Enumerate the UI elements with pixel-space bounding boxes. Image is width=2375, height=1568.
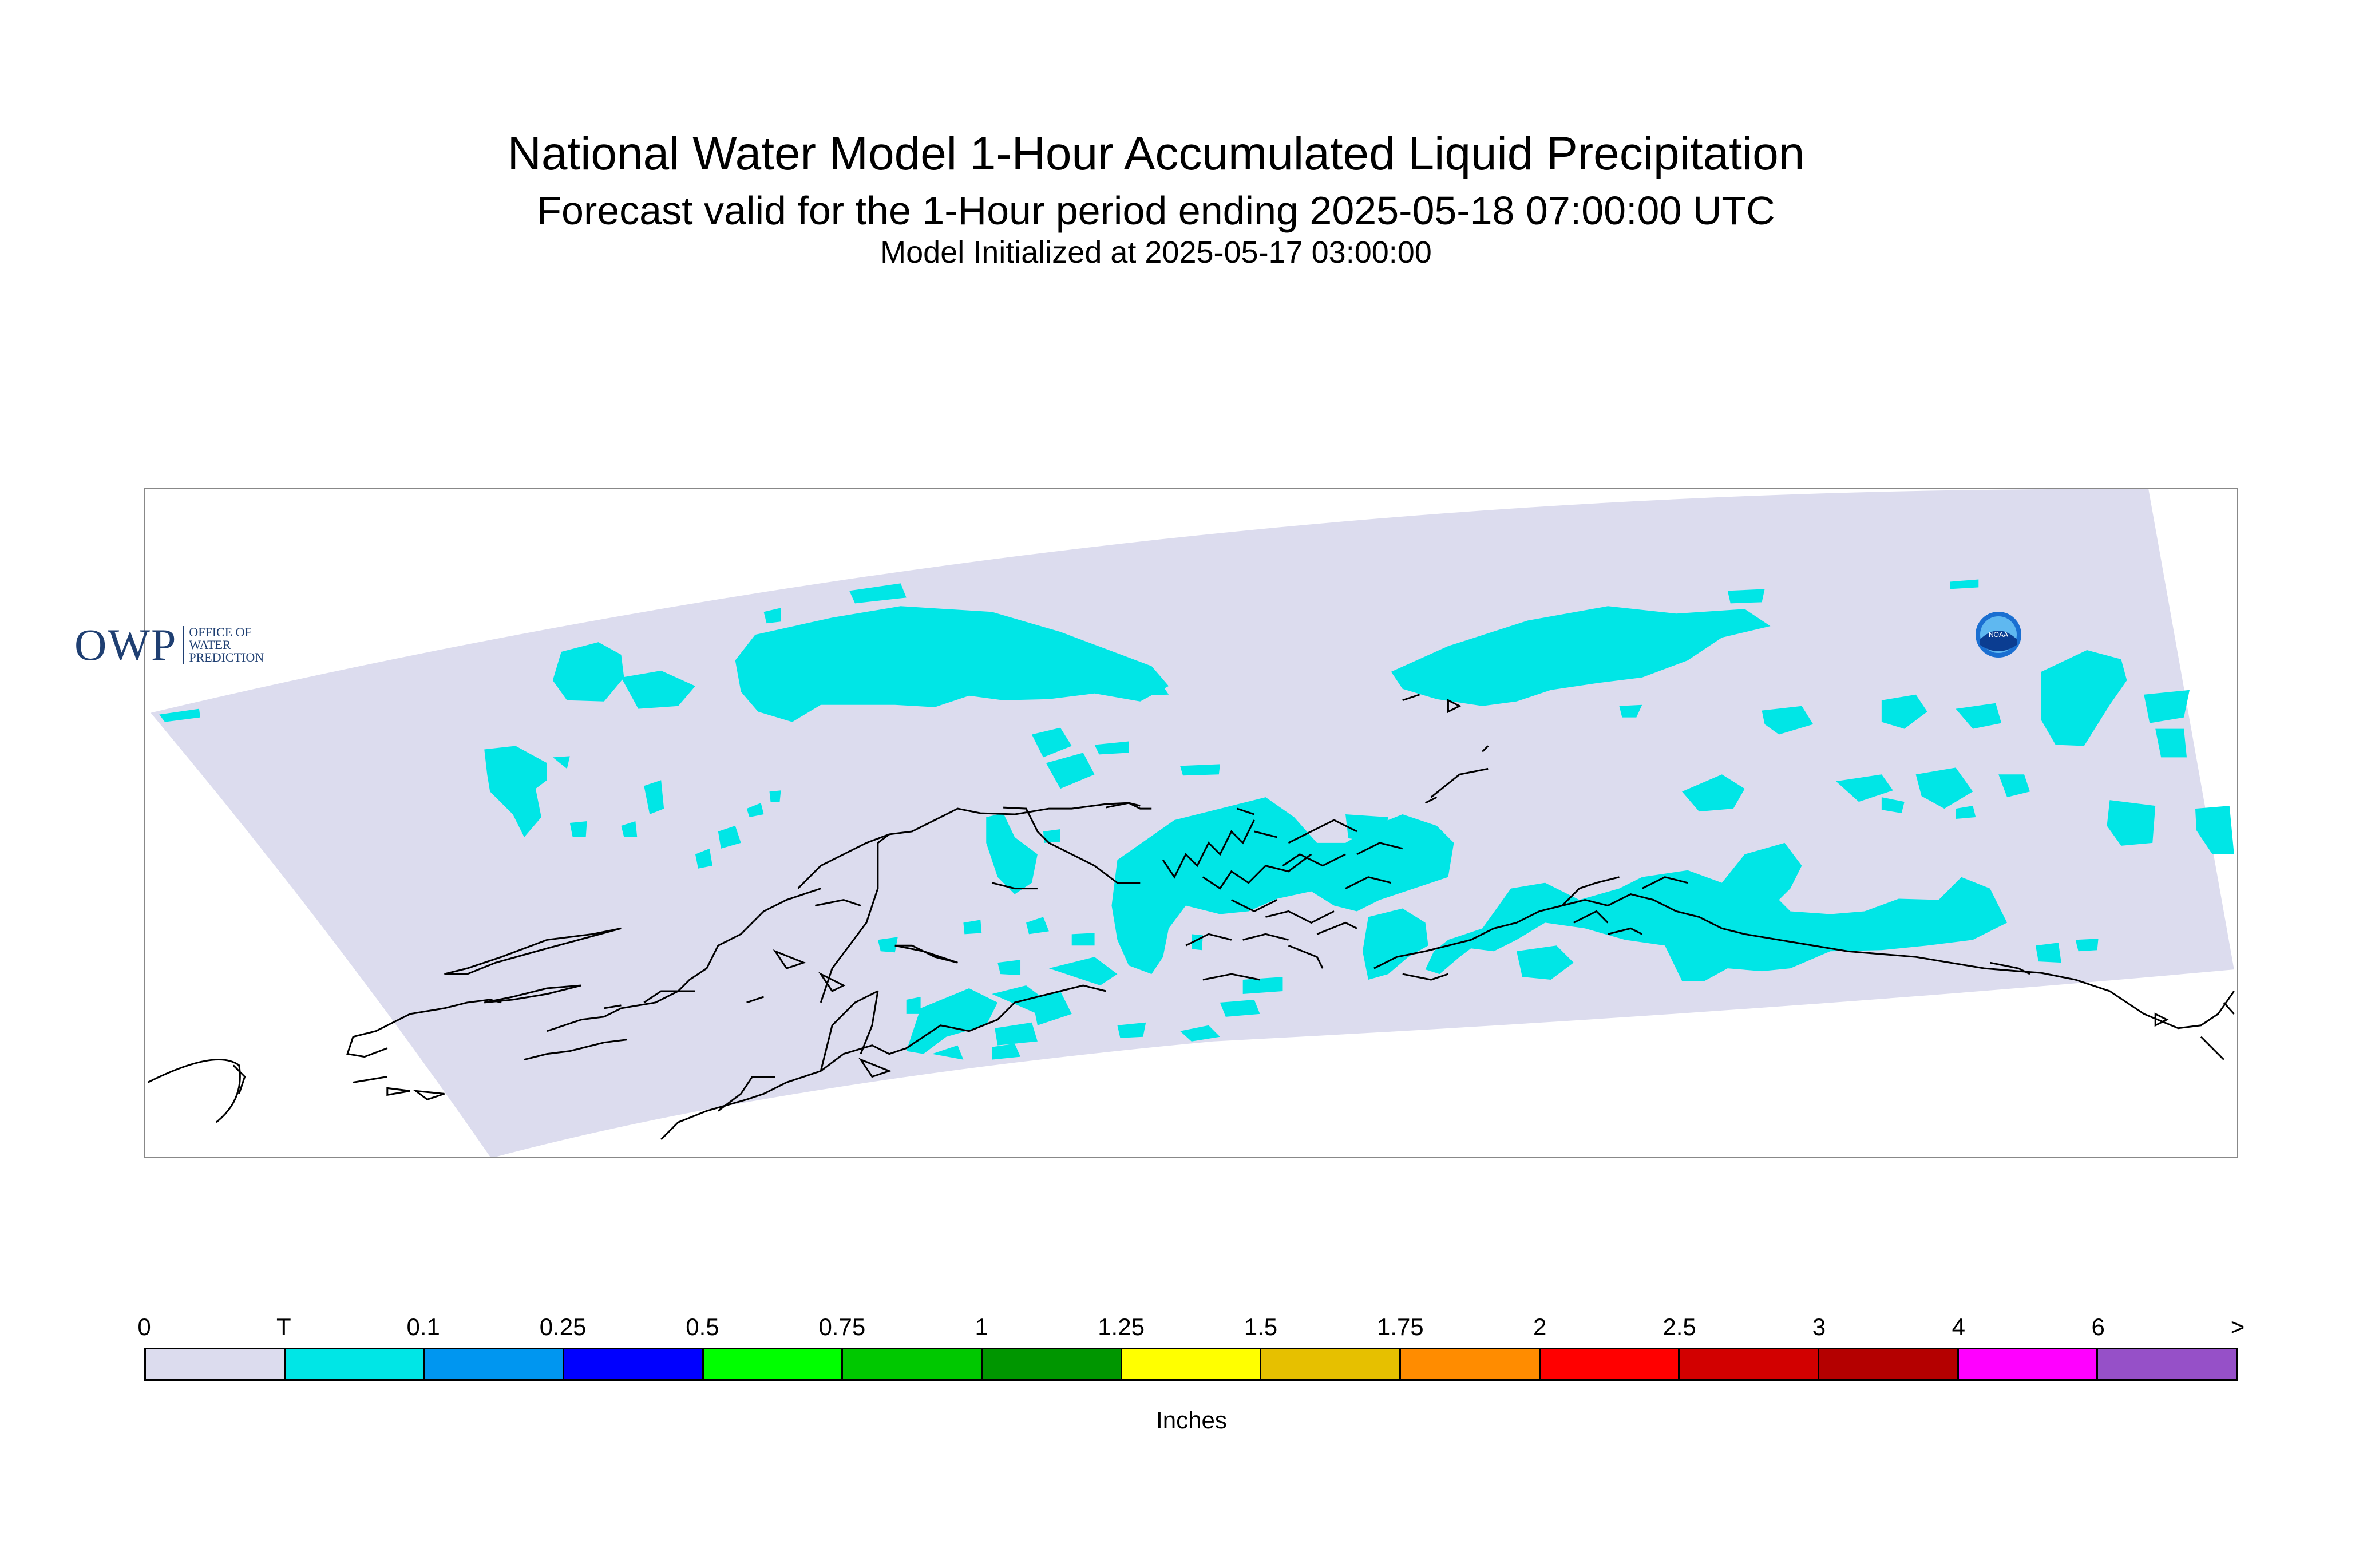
legend-label: > xyxy=(2230,1313,2245,1340)
legend-swatch xyxy=(564,1349,704,1379)
coastlines xyxy=(147,694,2235,1141)
legend-swatch xyxy=(1958,1349,2099,1379)
legend-units: Inches xyxy=(1156,1407,1227,1434)
owp-logo-line: OFFICE OF xyxy=(189,625,252,639)
legend-label: 3 xyxy=(1812,1313,1826,1340)
trace-precip-areas xyxy=(159,579,2234,1060)
legend-swatch xyxy=(1819,1349,1959,1379)
owp-logo-letters: OWP xyxy=(74,620,177,670)
legend-label: 1.5 xyxy=(1244,1313,1278,1340)
map-title: National Water Model 1-Hour Accumulated … xyxy=(507,128,1805,180)
legend-label: 1.75 xyxy=(1376,1313,1424,1340)
noaa-logo: NOAA xyxy=(1976,612,2021,658)
legend-label: 1 xyxy=(975,1313,988,1340)
legend-swatch xyxy=(146,1349,286,1379)
legend-label: 2 xyxy=(1533,1313,1547,1340)
model-init-line: Model Initialized at 2025-05-17 03:00:00 xyxy=(880,235,1432,270)
legend-colorbar xyxy=(144,1348,2238,1381)
owp-logo-line: WATER xyxy=(189,638,231,652)
legend-swatch xyxy=(1680,1349,1820,1379)
legend-swatch xyxy=(1401,1349,1541,1379)
legend-swatch xyxy=(285,1349,425,1379)
forecast-valid-subtitle: Forecast valid for the 1-Hour period end… xyxy=(537,188,1775,233)
legend-swatch xyxy=(2098,1349,2237,1379)
legend-swatch xyxy=(425,1349,565,1379)
owp-logo-text: OFFICE OF WATER PREDICTION xyxy=(183,626,264,664)
legend-label: 0.25 xyxy=(539,1313,587,1340)
map-canvas xyxy=(147,489,2235,1157)
legend-label: 1.25 xyxy=(1098,1313,1145,1340)
legend-swatch xyxy=(843,1349,983,1379)
legend-label: 0.1 xyxy=(406,1313,440,1340)
legend-swatch xyxy=(1540,1349,1680,1379)
noaa-logo-text: NOAA xyxy=(1989,631,2008,639)
precip-legend: 0 T 0.1 0.25 0.5 0.75 1 1.25 1.5 1.75 2 2.5 3 4 6 > xyxy=(137,1313,2245,1381)
legend-swatch xyxy=(1261,1349,1402,1379)
map-panel xyxy=(144,488,2238,1158)
legend-label: 2.5 xyxy=(1662,1313,1696,1340)
owp-logo: OWP OFFICE OF WATER PREDICTION xyxy=(74,619,264,671)
legend-label: 4 xyxy=(1952,1313,1965,1340)
legend-swatch xyxy=(703,1349,844,1379)
legend-label: 0 xyxy=(137,1313,151,1340)
legend-swatch xyxy=(983,1349,1122,1379)
legend-label: 6 xyxy=(2091,1313,2105,1340)
legend-swatch xyxy=(1122,1349,1262,1379)
legend-label: 0.5 xyxy=(686,1313,719,1340)
legend-labels: 0 T 0.1 0.25 0.5 0.75 1 1.25 1.5 1.75 2 2.5 3 4 6 > xyxy=(137,1313,2245,1348)
owp-logo-line: PREDICTION xyxy=(189,650,264,664)
legend-label: 0.75 xyxy=(818,1313,866,1340)
legend-label: T xyxy=(276,1313,291,1340)
